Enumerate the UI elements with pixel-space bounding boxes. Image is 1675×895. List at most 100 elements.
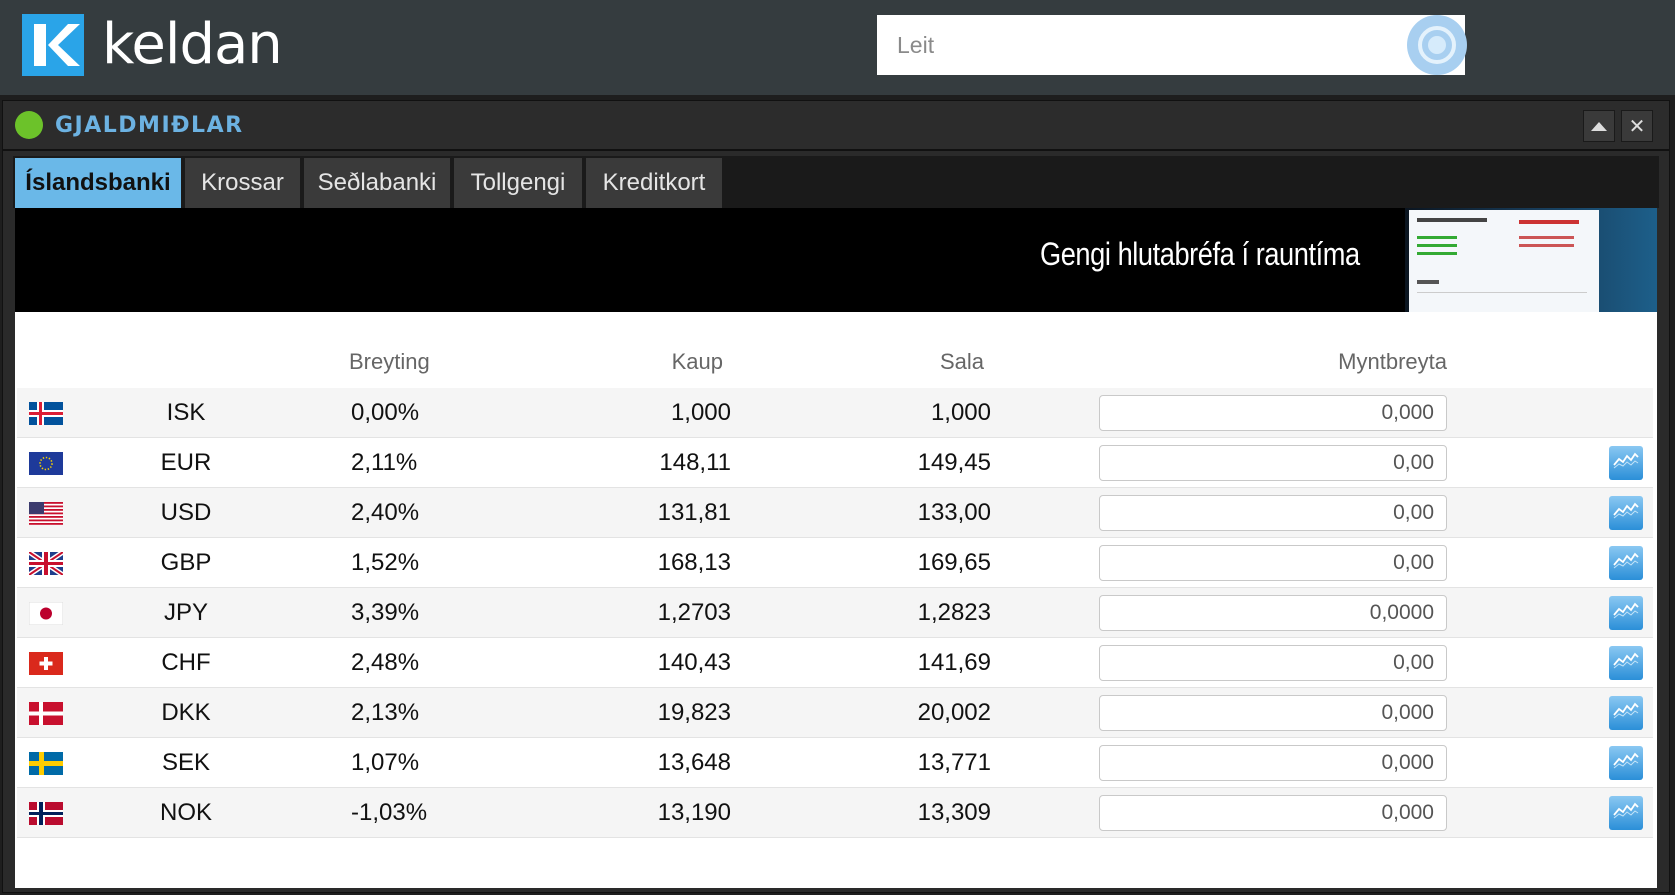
sell-value: 149,45: [787, 437, 1047, 488]
currency-code: SEK: [97, 737, 247, 788]
change-value: 3,39%: [247, 587, 547, 638]
converter-input[interactable]: [1099, 394, 1447, 431]
change-value: 2,40%: [247, 487, 547, 538]
table-row: USD 2,40% 131,81 133,00: [17, 487, 1653, 538]
search-input[interactable]: [877, 15, 1387, 75]
eu-flag-icon: [29, 451, 63, 475]
chart-button[interactable]: [1609, 745, 1643, 780]
close-icon: ✕: [1628, 115, 1646, 138]
sell-value: 20,002: [787, 687, 1047, 738]
header-converter: Myntbreyta: [1338, 349, 1447, 374]
currency-code: GBP: [97, 537, 247, 588]
sell-value: 133,00: [787, 487, 1047, 538]
tab-tollgengi[interactable]: Tollgengi: [454, 158, 582, 208]
change-value: 1,52%: [247, 537, 547, 588]
chart-button[interactable]: [1609, 795, 1643, 830]
tab-kreditkort[interactable]: Kreditkort: [586, 158, 722, 208]
buy-value: 131,81: [547, 487, 787, 538]
tab-bar: Íslandsbanki Krossar Seðlabanki Tollgeng…: [13, 156, 1659, 208]
line-chart-icon: [1613, 449, 1639, 477]
buy-value: 19,823: [547, 687, 787, 738]
tab-sedlabanki[interactable]: Seðlabanki: [304, 158, 450, 208]
switzerland-flag-icon: [29, 651, 63, 675]
search-button[interactable]: [1407, 15, 1467, 75]
change-value: -1,03%: [247, 787, 547, 838]
banner-text: Gengi hlutabréfa í rauntíma: [1040, 236, 1360, 272]
converter-input[interactable]: [1099, 644, 1447, 681]
sell-value: 1,000: [787, 388, 1047, 438]
chart-button[interactable]: [1609, 695, 1643, 730]
table-row: SEK 1,07% 13,648 13,771: [17, 737, 1653, 788]
buy-value: 168,13: [547, 537, 787, 588]
table-header-row: Breyting Kaup Sala Myntbreyta: [17, 336, 1653, 388]
close-button[interactable]: ✕: [1621, 110, 1653, 142]
converter-input[interactable]: [1099, 544, 1447, 581]
line-chart-icon: [1613, 499, 1639, 527]
chart-button[interactable]: [1609, 595, 1643, 630]
sell-value: 13,309: [787, 787, 1047, 838]
status-dot-icon: [15, 111, 43, 139]
buy-value: 13,190: [547, 787, 787, 838]
buy-value: 140,43: [547, 637, 787, 688]
logo-text: keldan: [102, 12, 283, 77]
ad-banner[interactable]: Gengi hlutabréfa í rauntíma: [15, 208, 1657, 312]
table-row: CHF 2,48% 140,43 141,69: [17, 637, 1653, 688]
sell-value: 141,69: [787, 637, 1047, 688]
header-buy: Kaup: [671, 349, 723, 374]
sell-value: 169,65: [787, 537, 1047, 588]
rates-table: Breyting Kaup Sala Myntbreyta ISK 0,00% 1,…: [17, 336, 1653, 838]
currency-code: NOK: [97, 787, 247, 838]
line-chart-icon: [1613, 799, 1639, 827]
denmark-flag-icon: [29, 701, 63, 725]
table-row: ISK 0,00% 1,000 1,000: [17, 388, 1653, 438]
change-value: 2,13%: [247, 687, 547, 738]
converter-input[interactable]: [1099, 694, 1447, 731]
panel-titlebar: GJALDMIÐLAR ✕: [3, 101, 1669, 151]
buy-value: 1,2703: [547, 587, 787, 638]
iceland-flag-icon: [29, 401, 63, 425]
header-change: Breyting: [349, 349, 430, 374]
panel-title: GJALDMIÐLAR: [55, 113, 244, 138]
currency-code: DKK: [97, 687, 247, 738]
uk-flag-icon: [29, 551, 63, 575]
line-chart-icon: [1613, 699, 1639, 727]
tab-islandsbanki[interactable]: Íslandsbanki: [15, 158, 181, 208]
chart-button[interactable]: [1609, 495, 1643, 530]
keldan-logo[interactable]: keldan: [22, 12, 283, 77]
search-box: [877, 15, 1467, 75]
tab-krossar[interactable]: Krossar: [185, 158, 300, 208]
chart-button[interactable]: [1609, 545, 1643, 580]
chart-button[interactable]: [1609, 445, 1643, 480]
buy-value: 1,000: [547, 388, 787, 438]
change-value: 2,11%: [247, 437, 547, 488]
currency-code: ISK: [97, 388, 247, 438]
line-chart-icon: [1613, 549, 1639, 577]
currency-code: EUR: [97, 437, 247, 488]
buy-value: 13,648: [547, 737, 787, 788]
converter-input[interactable]: [1099, 594, 1447, 631]
line-chart-icon: [1613, 649, 1639, 677]
table-row: DKK 2,13% 19,823 20,002: [17, 687, 1653, 738]
converter-input[interactable]: [1099, 744, 1447, 781]
keldan-logo-mark-icon: [22, 14, 84, 76]
currency-panel: GJALDMIÐLAR ✕ Íslandsbanki Krossar Seðla…: [2, 100, 1670, 893]
us-flag-icon: [29, 501, 63, 525]
table-row: JPY 3,39% 1,2703 1,2823: [17, 587, 1653, 638]
chart-button[interactable]: [1609, 645, 1643, 680]
sweden-flag-icon: [29, 751, 63, 775]
converter-input[interactable]: [1099, 794, 1447, 831]
japan-flag-icon: [29, 601, 63, 625]
change-value: 2,48%: [247, 637, 547, 688]
table-row: NOK -1,03% 13,190 13,309: [17, 787, 1653, 838]
norway-flag-icon: [29, 801, 63, 825]
sell-value: 1,2823: [787, 587, 1047, 638]
table-row: GBP 1,52% 168,13 169,65: [17, 537, 1653, 588]
line-chart-icon: [1613, 599, 1639, 627]
collapse-button[interactable]: [1583, 110, 1615, 142]
converter-input[interactable]: [1099, 494, 1447, 531]
converter-input[interactable]: [1099, 444, 1447, 481]
triangle-up-icon: [1591, 121, 1607, 131]
change-value: 0,00%: [247, 388, 547, 438]
currency-code: JPY: [97, 587, 247, 638]
currency-code: USD: [97, 487, 247, 538]
